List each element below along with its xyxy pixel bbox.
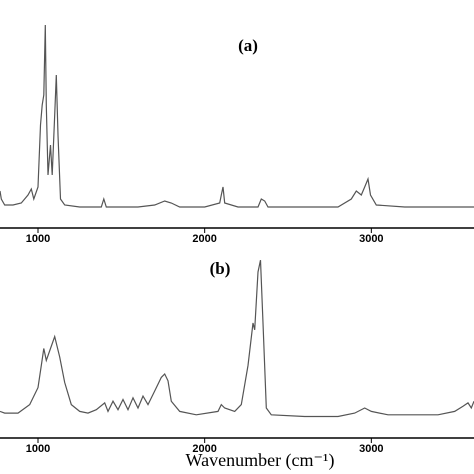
spectrum-line xyxy=(0,259,474,418)
x-tick-label: 2000 xyxy=(192,443,216,455)
spectrum-line xyxy=(0,24,474,208)
x-tick-label: 1000 xyxy=(26,233,50,245)
panel-label: (a) xyxy=(238,36,258,55)
x-tick-label: 3000 xyxy=(359,443,383,455)
x-tick-label: 2000 xyxy=(192,233,216,245)
x-tick-label: 1000 xyxy=(26,443,50,455)
x-axis-label: Wavenumber (cm⁻¹) xyxy=(186,450,335,471)
panel-label: (b) xyxy=(210,259,231,278)
x-tick-label: 3000 xyxy=(359,233,383,245)
